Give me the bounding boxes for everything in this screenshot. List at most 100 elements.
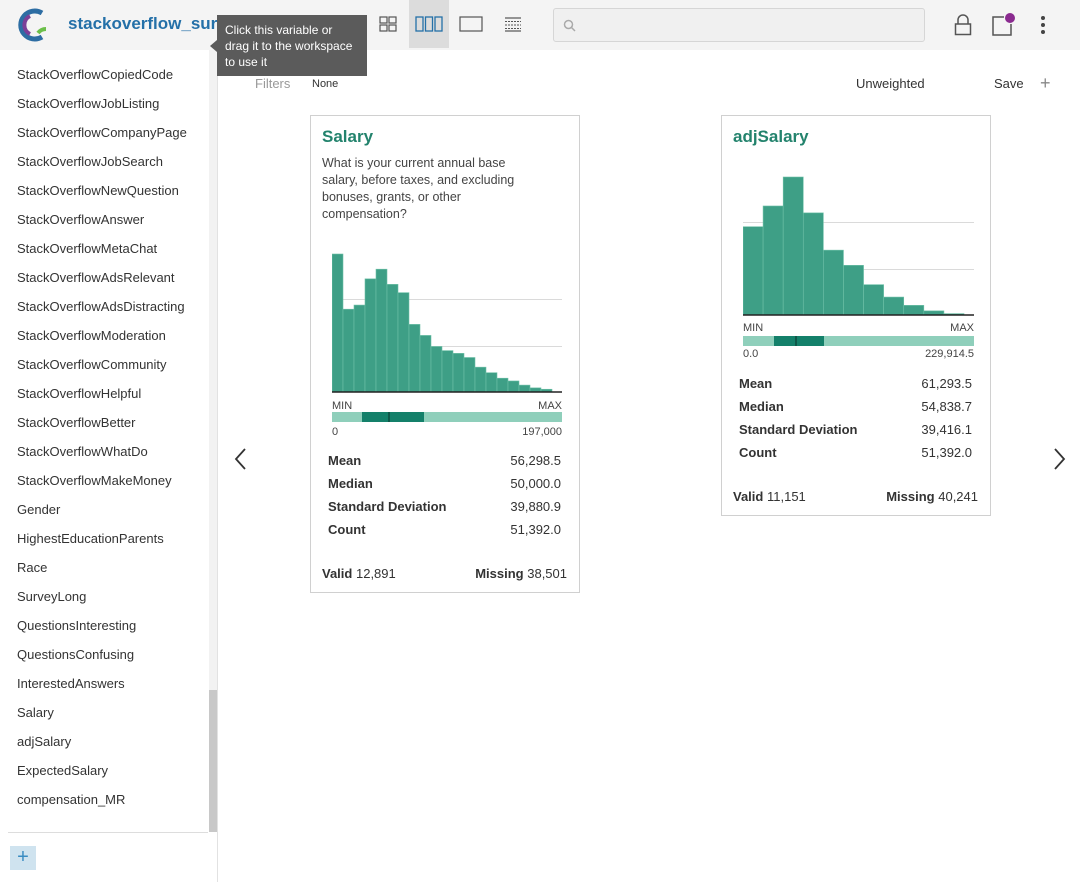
histogram-bar	[903, 305, 925, 316]
stat-label: Mean	[739, 376, 773, 391]
histogram-bar	[463, 357, 476, 393]
columns-view-icon	[415, 16, 443, 32]
single-view-button[interactable]	[451, 0, 491, 48]
max-label: MAX	[538, 400, 562, 412]
missing-value: 38,501	[527, 566, 567, 581]
stat-label: Mean	[328, 453, 362, 468]
stat-label: Count	[328, 522, 366, 537]
histogram-bar	[386, 284, 399, 393]
sidebar-variable-item[interactable]: Gender	[17, 502, 61, 517]
sidebar-variable-item[interactable]: HighestEducationParents	[17, 531, 164, 546]
sidebar-variable-item[interactable]: StackOverflowModeration	[17, 328, 166, 343]
sidebar-variable-item[interactable]: QuestionsConfusing	[17, 647, 135, 662]
sidebar-variable-item[interactable]: compensation_MR	[17, 792, 126, 807]
histogram-bar	[782, 176, 804, 316]
single-view-icon	[459, 16, 483, 32]
range-bar	[743, 336, 974, 346]
lock-icon	[954, 14, 972, 36]
grid-view-button[interactable]	[368, 0, 408, 48]
weight-selector[interactable]: Unweighted	[856, 76, 925, 91]
range-min-value: 0	[332, 426, 339, 438]
stat-row-count: Count 51,392.0	[328, 522, 561, 542]
plus-icon[interactable]: +	[1040, 73, 1051, 93]
card-title: adjSalary	[733, 127, 809, 146]
histogram-bar	[419, 335, 432, 393]
filters-label[interactable]: Filters	[255, 76, 291, 91]
tooltip-arrow	[210, 40, 217, 52]
sidebar-variable-item[interactable]: StackOverflowHelpful	[17, 386, 142, 401]
valid-label: Valid	[733, 489, 764, 504]
table-view-button[interactable]	[493, 0, 533, 48]
sidebar-variable-item[interactable]: adjSalary	[17, 734, 72, 749]
histogram-bar	[762, 205, 784, 316]
sidebar-variable-item[interactable]: StackOverflowCompanyPage	[17, 125, 187, 140]
sidebar-variable-item[interactable]: StackOverflowCopiedCode	[17, 67, 174, 82]
sidebar-variable-item[interactable]: StackOverflowCommunity	[17, 357, 167, 372]
stat-label: Median	[739, 399, 784, 414]
sidebar-variable-item[interactable]: StackOverflowAdsRelevant	[17, 270, 175, 285]
card-description: What is your current annual base salary,…	[322, 156, 515, 221]
histogram	[332, 253, 562, 393]
stat-label: Median	[328, 476, 373, 491]
sidebar-variable-item[interactable]: StackOverflowJobListing	[17, 96, 160, 111]
histogram-bar	[397, 292, 410, 393]
sidebar-variable-item[interactable]: ExpectedSalary	[17, 763, 109, 778]
sidebar-variable-item[interactable]: StackOverflowWhatDo	[17, 444, 148, 459]
sidebar-variable-item[interactable]: Salary	[17, 705, 54, 720]
histogram-bar	[364, 278, 377, 393]
search-input[interactable]	[582, 15, 912, 35]
stat-value: 61,293.5	[921, 376, 972, 391]
sidebar-variable-item[interactable]: StackOverflowBetter	[17, 415, 136, 430]
sidebar-scrollbar[interactable]	[209, 50, 217, 832]
histogram-bar	[441, 350, 454, 393]
sidebar-variable-item[interactable]: SurveyLong	[17, 589, 87, 604]
sidebar-variable-item[interactable]: StackOverflowMetaChat	[17, 241, 158, 256]
missing-label: Missing	[886, 489, 935, 504]
sidebar-variable-item[interactable]: Race	[17, 560, 48, 575]
search-box[interactable]	[553, 8, 925, 42]
notification-icon	[992, 13, 1015, 36]
save-button[interactable]: Save	[994, 76, 1024, 91]
dataset-title[interactable]: stackoverflow_survey	[68, 14, 218, 33]
columns-view-button[interactable]	[409, 0, 449, 48]
filters-value[interactable]: None	[312, 78, 339, 90]
stat-value: 39,416.1	[921, 422, 972, 437]
chevron-right-icon[interactable]	[1051, 446, 1067, 472]
histogram-bar	[375, 268, 388, 393]
missing-count: Missing 38,501	[475, 566, 567, 581]
histogram-bar	[518, 384, 531, 393]
notifications-button[interactable]	[990, 12, 1016, 38]
stat-row-median: Median 54,838.7	[739, 399, 972, 419]
valid-count: Valid 12,891	[322, 566, 396, 581]
lock-button[interactable]	[950, 12, 976, 38]
add-variable-button[interactable]: +	[10, 846, 36, 870]
table-view-icon	[505, 17, 521, 32]
histogram-bar	[430, 346, 443, 393]
sidebar-divider	[8, 832, 208, 833]
sidebar-variable-item[interactable]: StackOverflowNewQuestion	[17, 183, 179, 198]
sidebar-variable-item[interactable]: InterestedAnswers	[17, 676, 125, 691]
variable-card-salary[interactable]: Salary What is your current annual base …	[310, 115, 580, 593]
grid-view-icon	[379, 16, 397, 32]
sidebar-variable-item[interactable]: StackOverflowAdsDistracting	[17, 299, 185, 314]
stat-value: 50,000.0	[510, 476, 561, 491]
stat-value: 51,392.0	[921, 445, 972, 460]
variable-card-adjsalary[interactable]: adjSalary MIN MAX 0.0 229,914.5 Mean 61,2…	[721, 115, 991, 516]
logo-icon[interactable]	[16, 7, 52, 43]
valid-value: 12,891	[355, 566, 396, 581]
chevron-left-icon[interactable]	[233, 446, 249, 472]
sidebar-scrollbar-thumb[interactable]	[209, 690, 217, 832]
max-label: MAX	[950, 322, 974, 334]
histogram-bar	[332, 253, 344, 393]
range-summary: MIN MAX 0.0 229,914.5	[743, 322, 974, 362]
missing-value: 40,241	[938, 489, 978, 504]
sidebar-variable-item[interactable]: QuestionsInteresting	[17, 618, 137, 633]
more-menu-button[interactable]	[1030, 12, 1056, 38]
sidebar-variable-item[interactable]: StackOverflowMakeMoney	[17, 473, 172, 488]
stat-row-mean: Mean 61,293.5	[739, 376, 972, 396]
stat-value: 54,838.7	[921, 399, 972, 414]
sidebar-variable-item[interactable]: StackOverflowAnswer	[17, 212, 145, 227]
sidebar-variable-item[interactable]: StackOverflowJobSearch	[17, 154, 163, 169]
histogram-bar	[485, 372, 498, 393]
more-vert-icon	[1041, 16, 1045, 34]
